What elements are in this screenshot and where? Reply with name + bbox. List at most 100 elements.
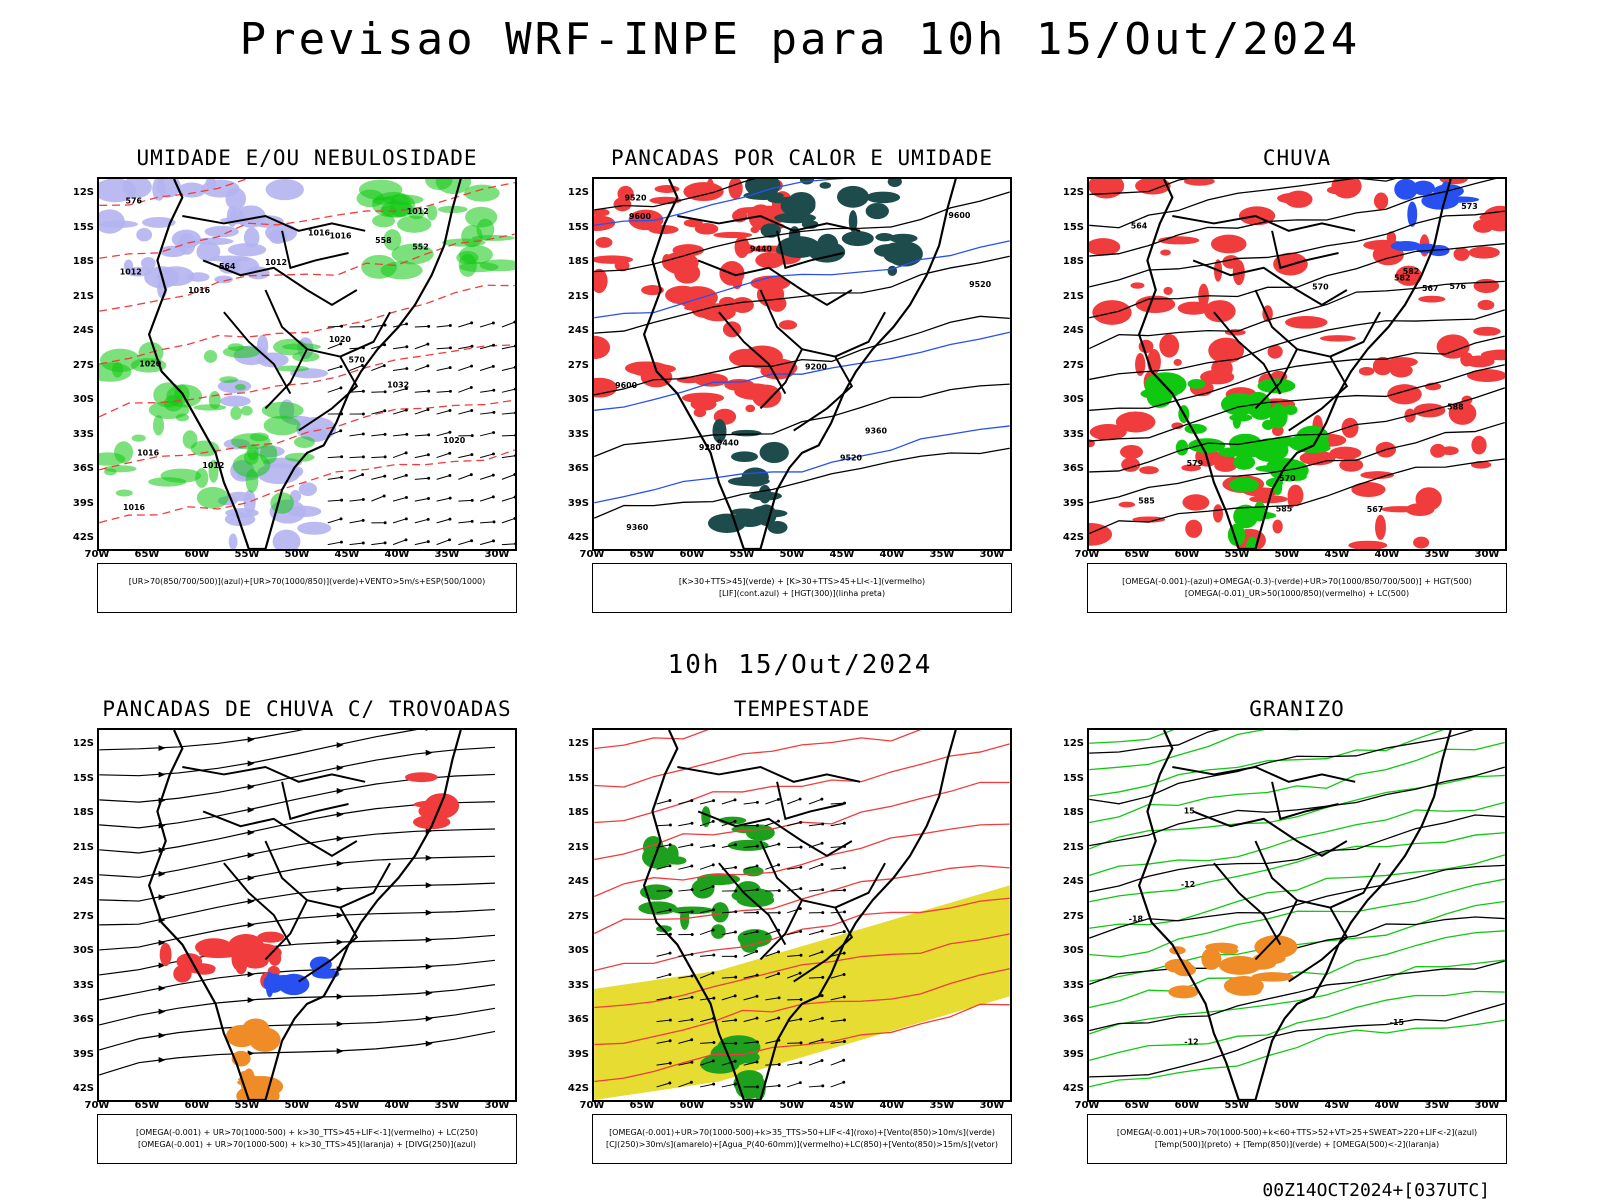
flow-arrow xyxy=(337,994,344,1000)
latitude-label: 12S xyxy=(72,187,94,198)
flow-arrow xyxy=(159,1032,166,1038)
wind-vector-head xyxy=(756,888,759,891)
latitude-label: 36S xyxy=(72,463,94,474)
wind-vector-head xyxy=(843,1040,846,1043)
shaded-area xyxy=(713,232,752,238)
wind-vector xyxy=(393,540,406,545)
shaded-area xyxy=(1159,334,1179,358)
wind-vector-head xyxy=(821,1038,824,1041)
shaded-area xyxy=(1242,986,1262,995)
wind-vector xyxy=(700,955,714,956)
latitude-label: 27S xyxy=(72,911,94,922)
shaded-area xyxy=(595,237,612,248)
contour-line xyxy=(594,384,1010,456)
latitude-label: 33S xyxy=(567,429,589,440)
wind-vector-head xyxy=(514,496,515,499)
wind-vector-head xyxy=(734,976,737,979)
contour-label: -18 xyxy=(1129,915,1144,924)
latitude-label: 15S xyxy=(1062,222,1084,233)
latitude-label: 12S xyxy=(1062,187,1084,198)
shaded-area xyxy=(1288,434,1329,453)
shaded-area xyxy=(1089,238,1120,255)
wind-vector xyxy=(458,521,472,522)
shaded-area xyxy=(691,879,714,899)
wind-vector-head xyxy=(800,1041,803,1044)
wind-vector-head xyxy=(669,952,672,955)
shaded-area xyxy=(1467,369,1505,382)
shaded-area xyxy=(1421,192,1459,209)
shaded-area xyxy=(250,432,269,441)
wind-vector-head xyxy=(513,321,515,324)
contour-label: 9520 xyxy=(969,280,992,289)
shaded-area xyxy=(668,856,687,864)
wind-vector xyxy=(809,824,823,826)
wind-vector xyxy=(678,801,691,804)
wind-vector-head xyxy=(821,1084,824,1087)
contour-label: 1020 xyxy=(139,359,162,368)
wind-vector-head xyxy=(777,950,780,953)
wind-vector-head xyxy=(734,866,737,869)
legend-tempestade: [OMEGA(-0.001)+UR>70(1000-500)+k>35_TTS>… xyxy=(592,1114,1012,1164)
wind-vector-head xyxy=(734,931,737,934)
wind-vector-head xyxy=(361,473,364,476)
longitude-label: 50W xyxy=(777,1100,807,1111)
wind-vector xyxy=(502,497,515,501)
shaded-area xyxy=(1359,367,1375,376)
contour-label: 9280 xyxy=(699,443,722,452)
latitude-label: 18S xyxy=(72,807,94,818)
wind-vector xyxy=(371,496,384,501)
wind-vector xyxy=(502,413,515,414)
wind-vector xyxy=(437,453,450,457)
contour-label: 570 xyxy=(1312,282,1329,291)
latitude-label: 30S xyxy=(567,394,589,405)
wind-vector-head xyxy=(712,953,715,956)
wind-vector-head xyxy=(843,1018,846,1021)
wind-vector-head xyxy=(799,930,802,933)
latitude-label: 21S xyxy=(1062,291,1084,302)
wind-vector xyxy=(328,542,342,545)
wind-vector-head xyxy=(691,1018,694,1021)
wind-vector xyxy=(393,519,406,523)
contour-line xyxy=(1089,833,1505,902)
longitude-label: 50W xyxy=(282,549,312,560)
flow-arrow xyxy=(248,761,255,767)
wind-vector xyxy=(722,1084,736,1087)
longitude-label: 55W xyxy=(1222,549,1252,560)
map-pancadas-trovoadas xyxy=(97,728,517,1102)
shaded-area xyxy=(1473,327,1501,336)
longitude-label: 40W xyxy=(877,549,907,560)
shaded-area xyxy=(1406,503,1435,516)
shaded-area xyxy=(731,451,758,462)
wind-vector xyxy=(458,475,471,480)
flow-arrow xyxy=(248,807,255,813)
wind-vector-head xyxy=(756,930,759,933)
shaded-area xyxy=(1390,363,1413,377)
shaded-area xyxy=(1478,300,1495,310)
wind-vector xyxy=(678,823,692,825)
shaded-area xyxy=(1285,316,1328,329)
latitude-label: 30S xyxy=(1062,945,1084,956)
wind-vector-head xyxy=(514,454,515,457)
wind-vector-head xyxy=(492,452,495,455)
wind-vector-head xyxy=(799,1061,802,1064)
wind-vector-head xyxy=(799,1018,802,1021)
shaded-area xyxy=(273,530,301,549)
longitude-label: 70W xyxy=(577,549,607,560)
wind-vector xyxy=(480,475,493,479)
latitude-label: 27S xyxy=(567,911,589,922)
legend-chuva: [OMEGA(-0.001)-(azul)+OMEGA(-0.3)-(verde… xyxy=(1087,563,1507,613)
latitude-label: 21S xyxy=(72,842,94,853)
wind-vector-head xyxy=(712,844,715,847)
longitude-label: 65W xyxy=(627,1100,657,1111)
wind-vector xyxy=(809,1086,823,1087)
wind-vector-head xyxy=(668,799,671,802)
shaded-area xyxy=(405,772,438,782)
wind-vector-head xyxy=(449,346,452,349)
flow-arrow xyxy=(248,922,255,928)
wind-vector xyxy=(415,344,428,349)
shaded-area xyxy=(1120,445,1143,459)
wind-vector-head xyxy=(384,390,387,393)
wind-vector xyxy=(502,389,515,392)
